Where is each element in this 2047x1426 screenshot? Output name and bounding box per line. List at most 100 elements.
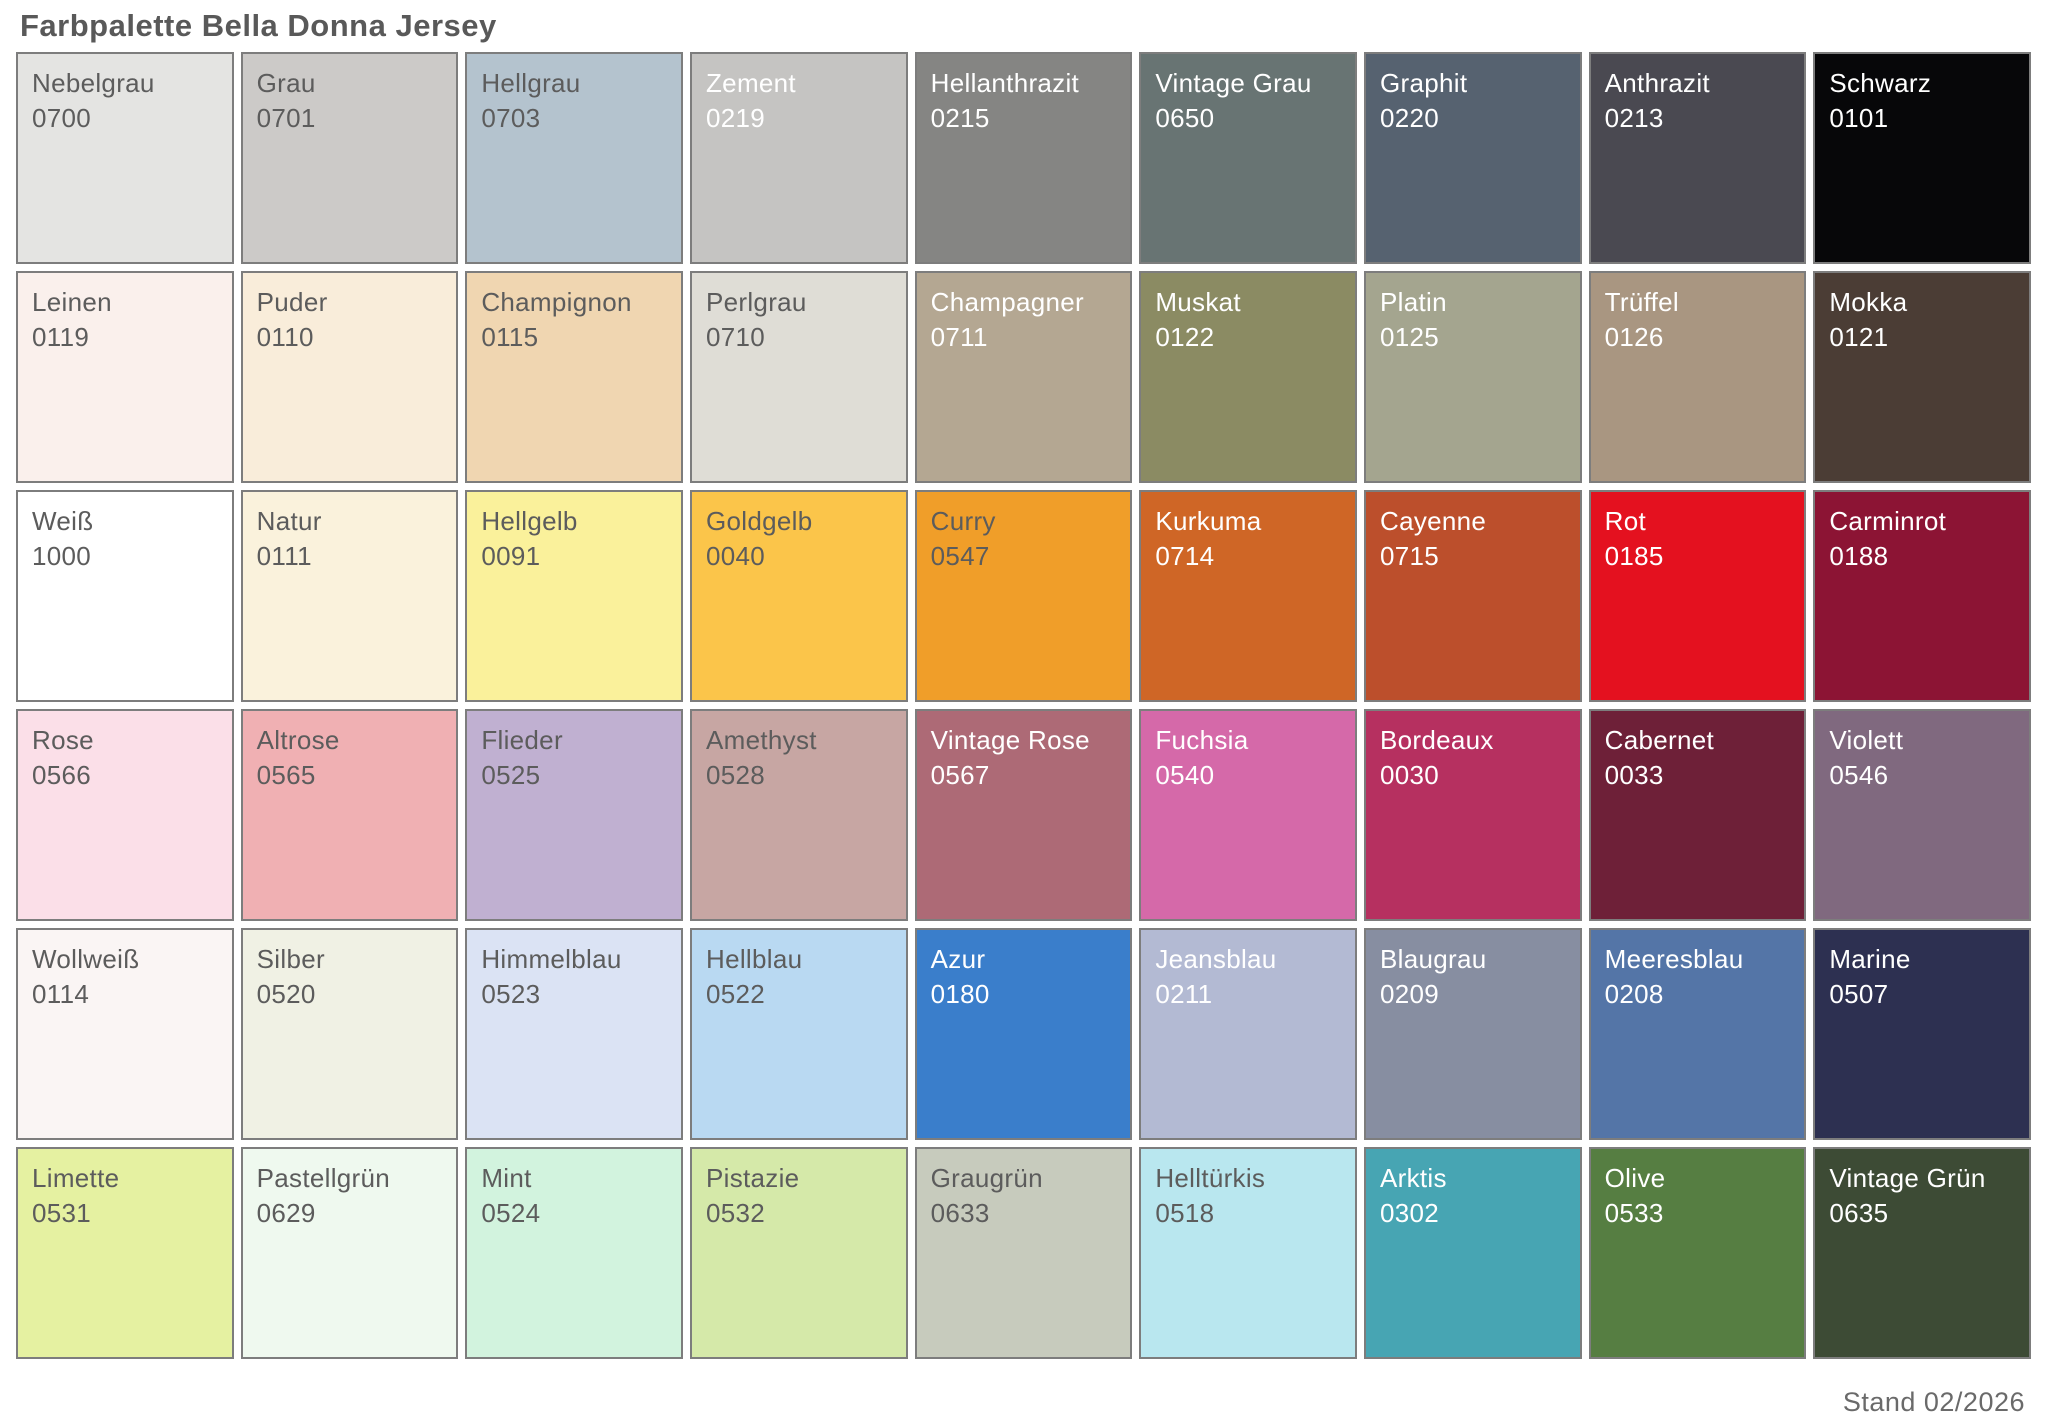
swatch-code: 0524 (481, 1198, 541, 1228)
swatch-name: Rot (1604, 506, 1647, 536)
swatch-code: 1000 (32, 541, 92, 571)
color-swatch: Pastellgrün 0629 (240, 1147, 459, 1359)
color-swatch: Platin 0125 (1364, 271, 1582, 483)
swatch-code: 0633 (930, 1198, 990, 1228)
swatch-code: 0115 (481, 322, 539, 352)
color-swatch: Altrose 0565 (240, 709, 459, 921)
swatch-code: 0208 (1604, 979, 1664, 1009)
swatch-name: Schwarz (1829, 68, 1932, 98)
swatch-code: 0522 (706, 979, 766, 1009)
swatch-name: Flieder (481, 725, 563, 755)
swatch-code: 0211 (1155, 979, 1213, 1009)
swatch-code: 0030 (1380, 760, 1440, 790)
swatch-code: 0715 (1380, 541, 1440, 571)
color-swatch: Pistazie 0532 (690, 1147, 908, 1359)
swatch-code: 0565 (256, 760, 316, 790)
swatch-code: 0711 (930, 322, 988, 352)
swatch-code: 0532 (706, 1198, 766, 1228)
color-swatch: Graugrün 0633 (914, 1147, 1133, 1359)
swatch-code: 0531 (32, 1198, 92, 1228)
swatch-code: 0523 (481, 979, 541, 1009)
swatch-name: Hellgrau (481, 68, 581, 98)
swatch-name: Zement (706, 68, 796, 98)
swatch-name: Kurkuma (1155, 506, 1262, 536)
color-swatch: Trüffel 0126 (1588, 271, 1807, 483)
swatch-name: Fuchsia (1155, 725, 1249, 755)
swatch-code: 0122 (1155, 322, 1215, 352)
swatch-code: 0091 (481, 541, 541, 571)
color-swatch: Olive 0533 (1588, 1147, 1807, 1359)
swatch-name: Helltürkis (1155, 1163, 1266, 1193)
swatch-name: Pastellgrün (256, 1163, 391, 1193)
color-swatch: Meeresblau 0208 (1588, 928, 1807, 1140)
swatch-name: Jeansblau (1155, 944, 1277, 974)
color-swatch: Cabernet 0033 (1588, 709, 1807, 921)
swatch-code: 0040 (706, 541, 766, 571)
color-swatch: Vintage Grau 0650 (1139, 52, 1357, 264)
swatch-code: 0185 (1604, 541, 1664, 571)
swatch-name: Amethyst (706, 725, 817, 755)
color-swatch: Vintage Rose 0567 (914, 709, 1133, 921)
swatch-code: 0111 (256, 541, 312, 571)
color-swatch: Leinen 0119 (16, 271, 234, 483)
swatch-code: 0033 (1604, 760, 1664, 790)
color-swatch: Mint 0524 (465, 1147, 683, 1359)
swatch-name: Limette (32, 1163, 120, 1193)
swatch-name: Vintage Rose (930, 725, 1090, 755)
swatch-name: Hellanthrazit (930, 68, 1080, 98)
color-swatch: Carminrot 0188 (1813, 490, 2031, 702)
swatch-name: Arktis (1380, 1163, 1447, 1193)
swatch-name: Graphit (1380, 68, 1468, 98)
color-swatch: Champagner 0711 (914, 271, 1133, 483)
color-swatch: Kurkuma 0714 (1139, 490, 1357, 702)
color-swatch: Hellblau 0522 (690, 928, 908, 1140)
swatch-name: Champagner (930, 287, 1084, 317)
swatch-code: 0703 (481, 103, 541, 133)
swatch-name: Perlgrau (706, 287, 807, 317)
swatch-name: Hellgelb (481, 506, 578, 536)
swatch-name: Silber (256, 944, 325, 974)
color-swatch: Hellgelb 0091 (465, 490, 683, 702)
swatch-code: 0533 (1604, 1198, 1664, 1228)
swatch-name: Leinen (32, 287, 112, 317)
color-swatch: Bordeaux 0030 (1364, 709, 1582, 921)
swatch-code: 0701 (256, 103, 316, 133)
color-swatch: Grau 0701 (240, 52, 459, 264)
color-swatch: Rot 0185 (1588, 490, 1807, 702)
color-swatch: Nebelgrau 0700 (16, 52, 234, 264)
color-swatch: Natur 0111 (240, 490, 459, 702)
swatch-code: 0126 (1604, 322, 1664, 352)
color-swatch: Flieder 0525 (465, 709, 683, 921)
swatch-code: 0710 (706, 322, 766, 352)
color-swatch: Fuchsia 0540 (1139, 709, 1357, 921)
color-swatch: Helltürkis 0518 (1139, 1147, 1357, 1359)
swatch-code: 0220 (1380, 103, 1440, 133)
color-swatch: Azur 0180 (914, 928, 1133, 1140)
swatch-name: Champignon (481, 287, 632, 317)
swatch-name: Wollweiß (32, 944, 140, 974)
swatch-name: Curry (930, 506, 996, 536)
swatch-code: 0209 (1380, 979, 1440, 1009)
color-swatch: Perlgrau 0710 (690, 271, 908, 483)
swatch-name: Hellblau (706, 944, 803, 974)
swatch-name: Meeresblau (1604, 944, 1744, 974)
color-swatch: Curry 0547 (914, 490, 1133, 702)
color-swatch: Mokka 0121 (1813, 271, 2031, 483)
swatch-code: 0528 (706, 760, 766, 790)
swatch-name: Cabernet (1604, 725, 1715, 755)
swatch-name: Muskat (1155, 287, 1241, 317)
color-swatch: Rose 0566 (16, 709, 234, 921)
swatch-name: Marine (1829, 944, 1911, 974)
color-swatch: Champignon 0115 (465, 271, 683, 483)
color-swatch: Zement 0219 (690, 52, 908, 264)
swatch-code: 0110 (256, 322, 314, 352)
swatch-code: 0101 (1829, 103, 1889, 133)
color-swatch: Graphit 0220 (1364, 52, 1582, 264)
swatch-name: Violett (1829, 725, 1904, 755)
swatch-code: 0635 (1829, 1198, 1889, 1228)
swatch-code: 0213 (1604, 103, 1664, 133)
swatch-code: 0219 (706, 103, 766, 133)
color-swatch: Cayenne 0715 (1364, 490, 1582, 702)
swatch-code: 0629 (256, 1198, 316, 1228)
swatch-code: 0650 (1155, 103, 1215, 133)
